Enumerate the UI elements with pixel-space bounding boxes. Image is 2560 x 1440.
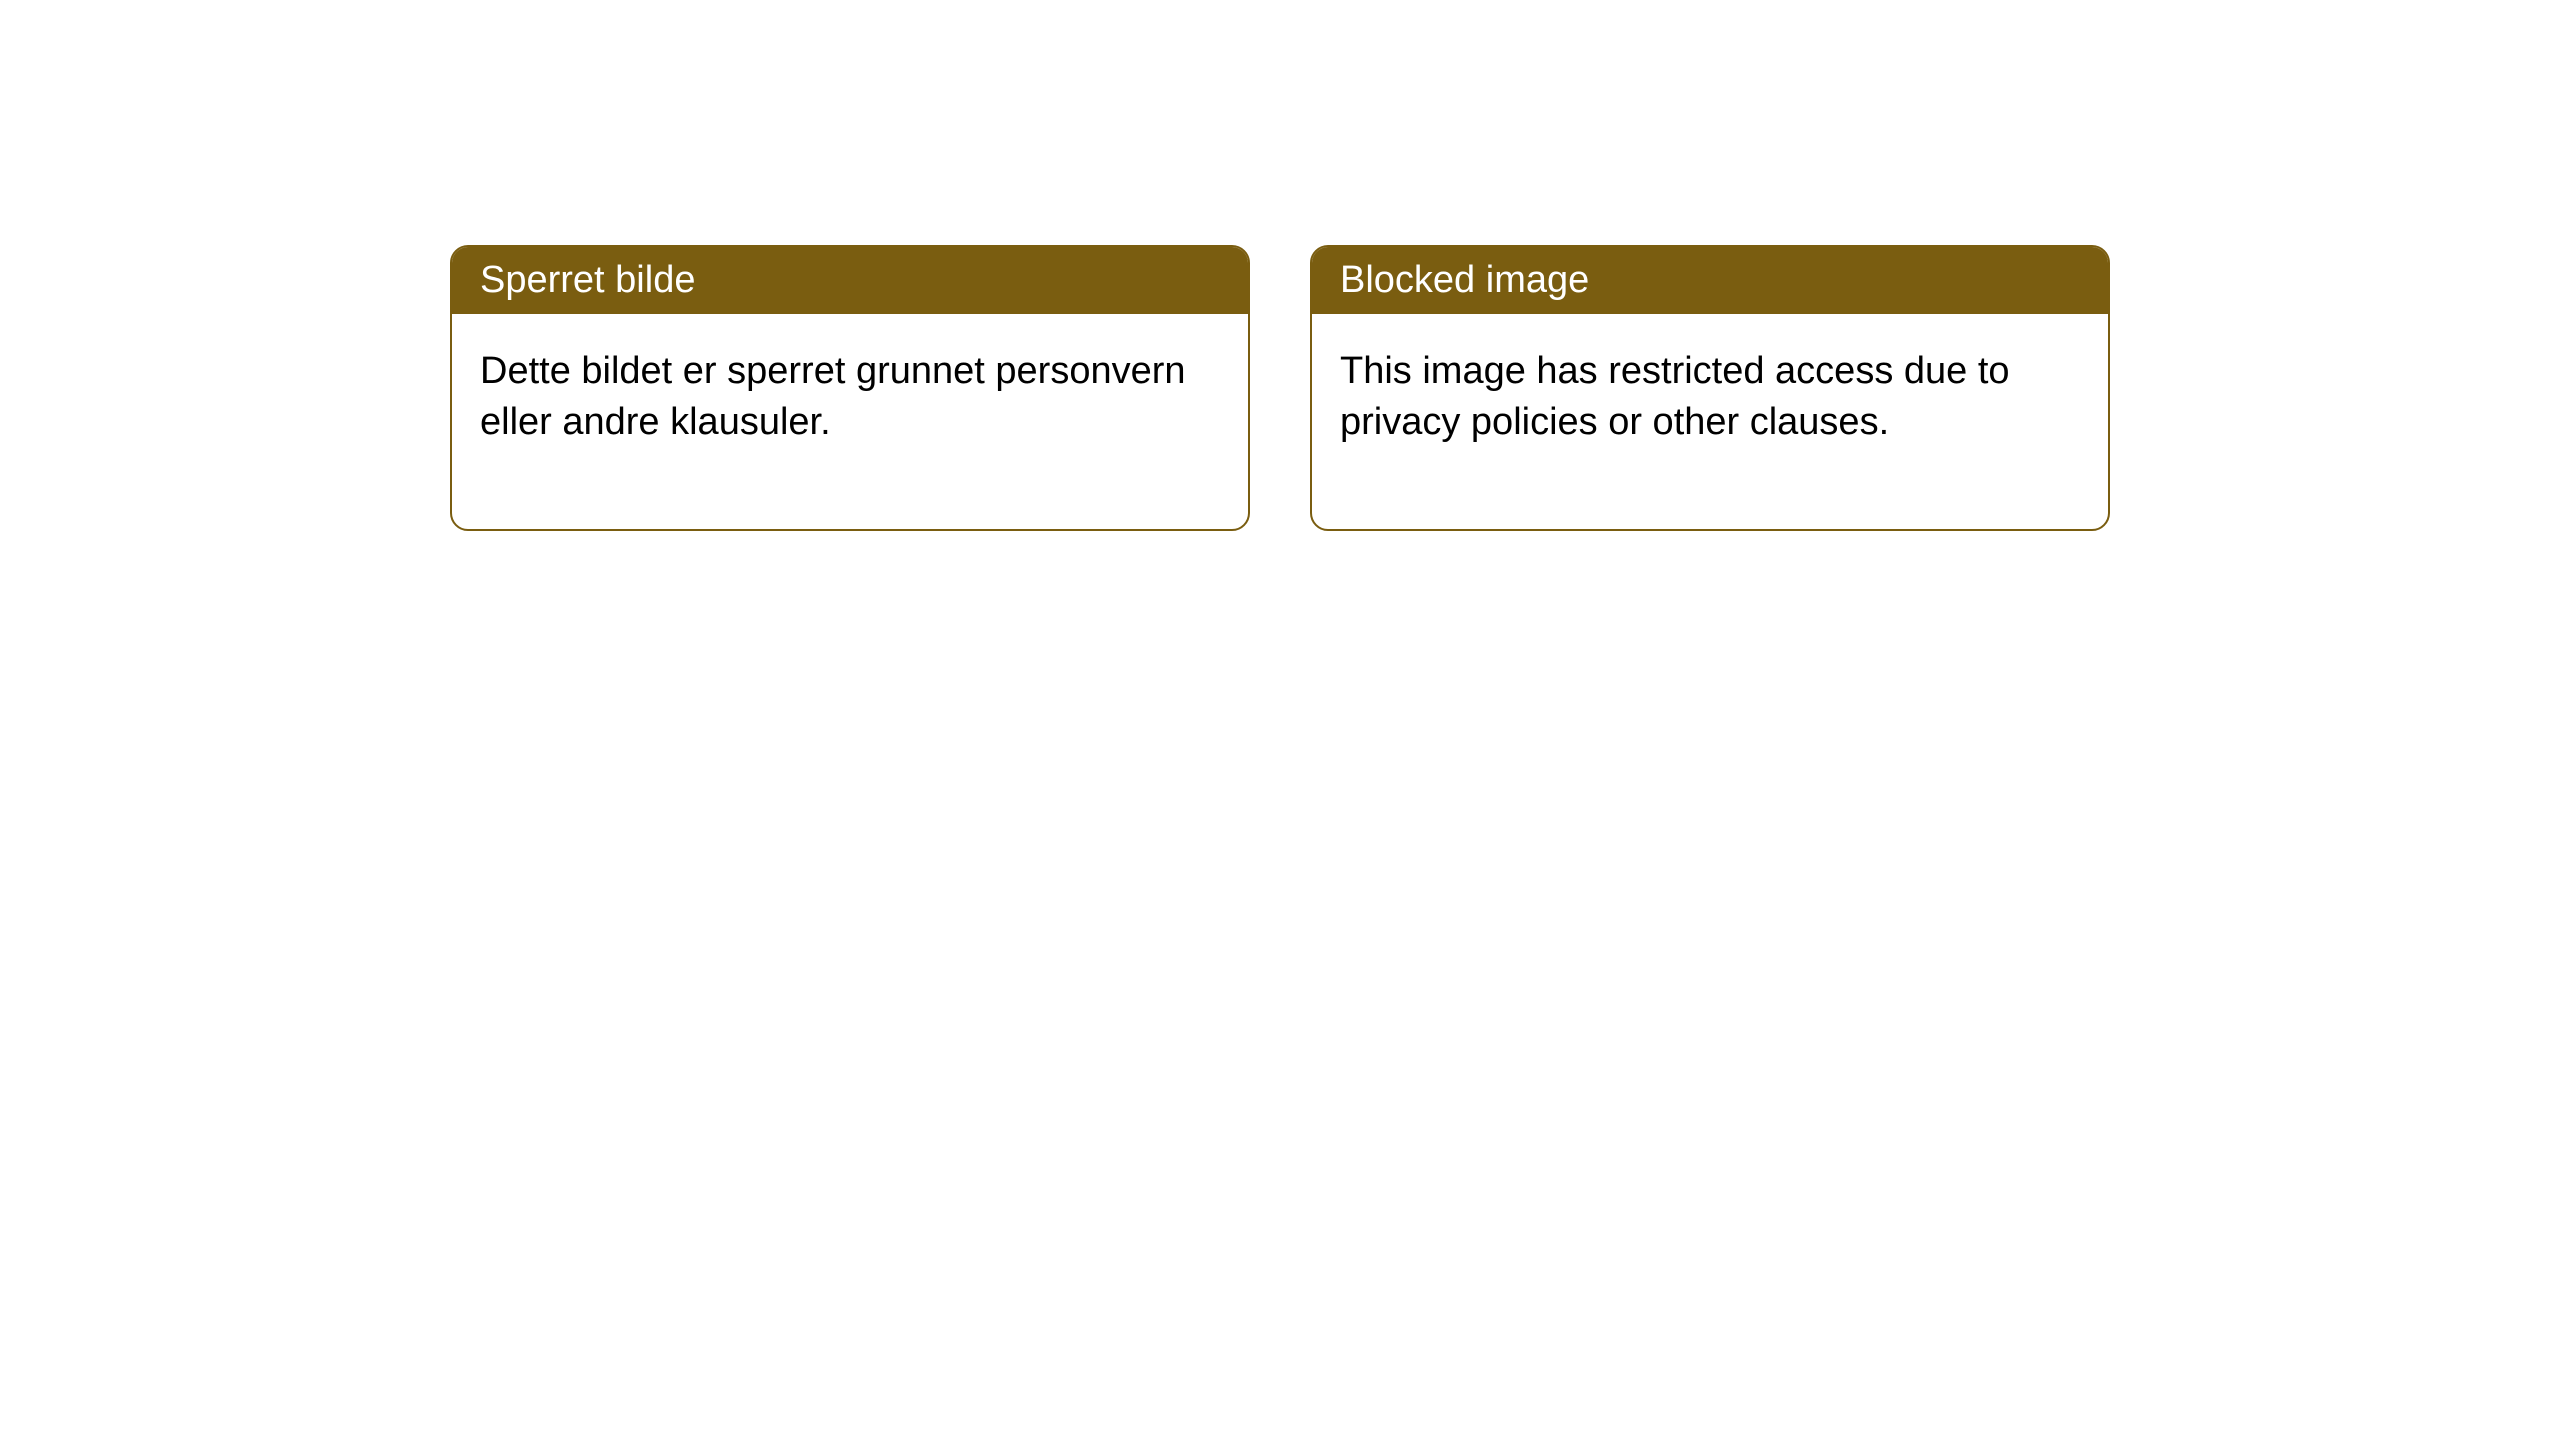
card-text-no: Dette bildet er sperret grunnet personve… — [480, 350, 1186, 443]
card-header-no: Sperret bilde — [452, 247, 1248, 314]
card-title-en: Blocked image — [1340, 259, 1589, 301]
card-body-en: This image has restricted access due to … — [1312, 314, 2108, 529]
notice-cards-container: Sperret bilde Dette bildet er sperret gr… — [0, 0, 2560, 531]
notice-card-en: Blocked image This image has restricted … — [1310, 245, 2110, 531]
card-text-en: This image has restricted access due to … — [1340, 350, 2010, 443]
card-title-no: Sperret bilde — [480, 259, 695, 301]
card-body-no: Dette bildet er sperret grunnet personve… — [452, 314, 1248, 529]
notice-card-no: Sperret bilde Dette bildet er sperret gr… — [450, 245, 1250, 531]
card-header-en: Blocked image — [1312, 247, 2108, 314]
